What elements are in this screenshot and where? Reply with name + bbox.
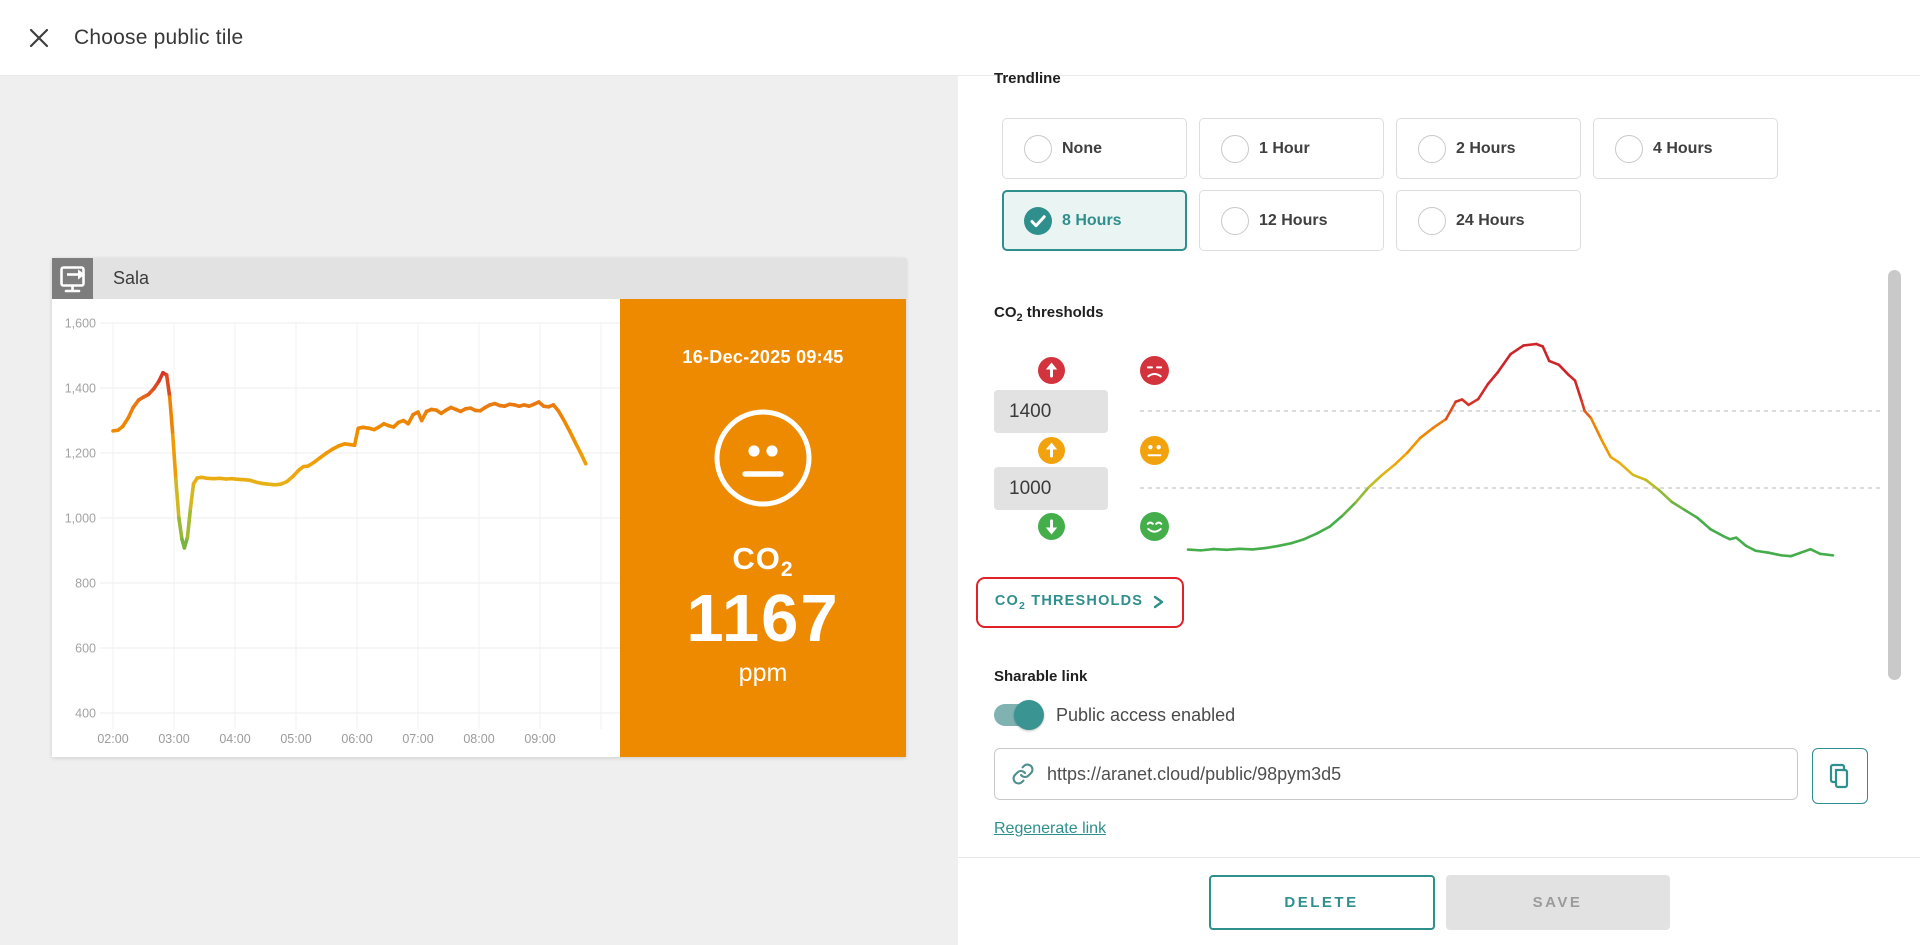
svg-text:1,200: 1,200 [65, 447, 96, 461]
thresholds-section-title: CO2 thresholds [994, 304, 1104, 324]
trendline-option-12-hours[interactable]: 12 Hours [1199, 190, 1384, 251]
annotation-highlight: CO2 THRESHOLDS [976, 577, 1184, 628]
check-circle-icon [1024, 206, 1052, 235]
dialog-footer: DELETE SAVE [958, 857, 1920, 945]
current-co2-value: 1167 [686, 581, 840, 657]
good-face-icon [1140, 512, 1169, 541]
unit-label: ppm [738, 658, 788, 687]
trendline-option-label: 24 Hours [1456, 211, 1525, 229]
svg-text:09:00: 09:00 [524, 732, 555, 746]
scrollbar-thumb[interactable] [1888, 270, 1901, 680]
public-tile-preview[interactable]: Sala 1,600 1,400 1,200 1,000 800 600 400 02:00 0… [52, 258, 906, 757]
trendline-option-label: 4 Hours [1653, 139, 1713, 157]
neutral-face-icon [711, 406, 815, 515]
metric-label: CO2 [732, 541, 794, 582]
svg-text:1,000: 1,000 [65, 512, 96, 526]
share-url-box [994, 748, 1798, 800]
copy-icon [1829, 763, 1849, 789]
tile-settings-panel: Trendline None 1 Hour 2 Hours 4 Hours 8 Hour… [958, 70, 1920, 945]
copy-link-button[interactable] [1812, 748, 1868, 804]
svg-text:06:00: 06:00 [341, 732, 372, 746]
trendline-option-label: 1 Hour [1259, 139, 1310, 157]
trendline-option-8-hours[interactable]: 8 Hours [1002, 190, 1187, 251]
share-url-input[interactable] [1047, 763, 1797, 785]
radio-circle-icon [1418, 206, 1446, 235]
page-title: Choose public tile [74, 25, 244, 49]
bad-face-icon [1140, 356, 1169, 385]
trendline-option-2-hours[interactable]: 2 Hours [1396, 118, 1581, 179]
co2-thresholds-button[interactable]: CO2 THRESHOLDS [995, 593, 1165, 612]
svg-text:400: 400 [75, 707, 96, 721]
sharable-link-section-title: Sharable link [994, 668, 1088, 685]
mid-threshold-arrow-up-icon [1038, 437, 1065, 464]
close-icon[interactable] [16, 15, 62, 61]
regenerate-link[interactable]: Regenerate link [994, 820, 1107, 837]
radio-circle-icon [1418, 134, 1446, 163]
thresholds-zone: CO2 THRESHOLDS [976, 340, 1880, 630]
link-icon [1012, 763, 1034, 785]
trendline-option-none[interactable]: None [1002, 118, 1187, 179]
upper-threshold-input[interactable] [994, 390, 1108, 433]
trendline-option-1-hour[interactable]: 1 Hour [1199, 118, 1384, 179]
trendline-option-label: 8 Hours [1062, 211, 1122, 229]
svg-text:1,600: 1,600 [65, 317, 96, 331]
svg-text:07:00: 07:00 [402, 732, 433, 746]
upper-threshold-arrow-up-icon [1038, 357, 1065, 384]
average-face-icon [1140, 436, 1169, 465]
radio-circle-icon [1221, 206, 1249, 235]
trendline-options: None 1 Hour 2 Hours 4 Hours 8 Hours 12 Hours 2… [1002, 118, 1792, 251]
toggle-knob [1014, 700, 1044, 730]
radio-circle-icon [1221, 134, 1249, 163]
tile-preview-panel: Sala 1,600 1,400 1,200 1,000 800 600 400 02:00 0… [0, 76, 958, 945]
tile-title: Sala [113, 268, 150, 288]
co2-thresholds-button-label: CO2 THRESHOLDS [994, 593, 1144, 612]
svg-text:05:00: 05:00 [280, 732, 311, 746]
tile-body: 1,600 1,400 1,200 1,000 800 600 400 02:00 03:00 0… [52, 299, 906, 757]
svg-text:1,400: 1,400 [65, 382, 96, 396]
save-button[interactable]: SAVE [1445, 875, 1670, 930]
trendline-section-title: Trendline [994, 70, 1061, 87]
current-value-panel: 16-Dec-2025 09:45 CO2 1167 ppm [620, 299, 906, 757]
tile-co2-chart: 1,600 1,400 1,200 1,000 800 600 400 02:00 03:00 0… [52, 299, 620, 757]
public-display-icon [52, 258, 93, 299]
svg-text:800: 800 [75, 577, 96, 591]
trendline-option-label: 2 Hours [1456, 139, 1516, 157]
tile-timestamp: 16-Dec-2025 09:45 [682, 347, 844, 367]
lower-threshold-arrow-down-icon [1038, 513, 1065, 540]
svg-text:600: 600 [75, 642, 96, 656]
public-access-toggle[interactable] [994, 700, 1044, 730]
dialog-header: Choose public tile [0, 0, 1920, 76]
trendline-option-label: None [1062, 139, 1102, 157]
radio-circle-icon [1024, 134, 1052, 163]
public-access-row: Public access enabled [994, 700, 1236, 730]
share-url-row [994, 748, 1868, 804]
trendline-option-4-hours[interactable]: 4 Hours [1593, 118, 1778, 179]
lower-threshold-input[interactable] [994, 467, 1108, 510]
chevron-right-icon [1153, 596, 1164, 609]
svg-text:03:00: 03:00 [158, 732, 189, 746]
trendline-option-24-hours[interactable]: 24 Hours [1396, 190, 1581, 251]
public-access-label: Public access enabled [1056, 704, 1236, 725]
radio-circle-icon [1615, 134, 1643, 163]
thresholds-preview-chart [1140, 342, 1880, 558]
svg-text:08:00: 08:00 [463, 732, 494, 746]
delete-button[interactable]: DELETE [1208, 875, 1435, 930]
trendline-option-label: 12 Hours [1259, 211, 1328, 229]
tile-header: Sala [52, 258, 906, 299]
svg-text:02:00: 02:00 [97, 732, 128, 746]
svg-text:04:00: 04:00 [219, 732, 250, 746]
